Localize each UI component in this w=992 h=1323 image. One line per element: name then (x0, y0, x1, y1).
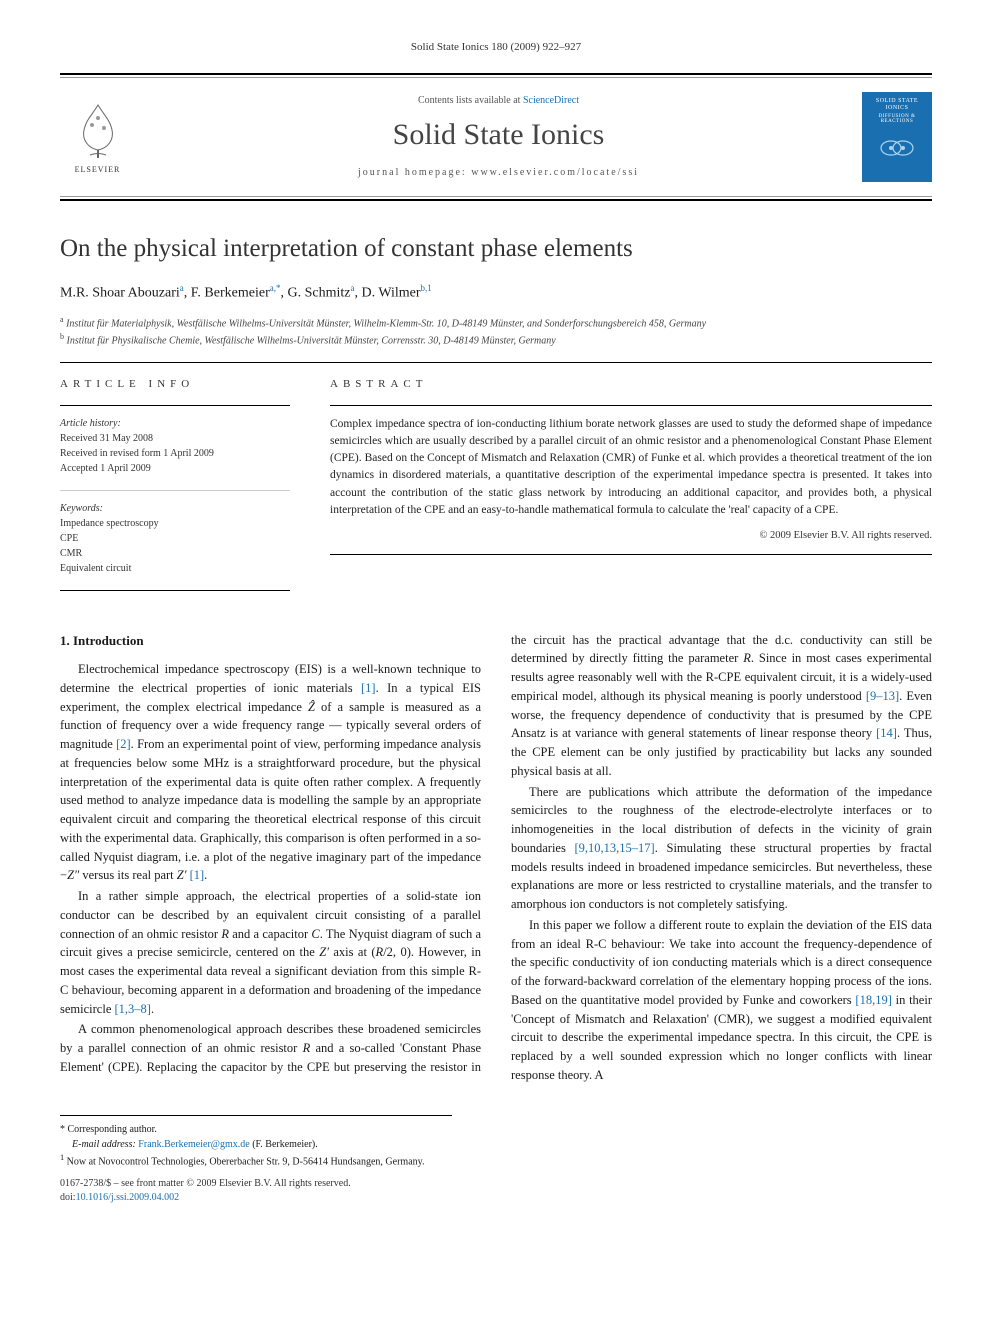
body-paragraph: In this paper we follow a different rout… (511, 916, 932, 1085)
abstract-column: ABSTRACT Complex impedance spectra of io… (330, 377, 932, 589)
cover-graphic-icon (877, 133, 917, 163)
article-info-label: ARTICLE INFO (60, 377, 290, 392)
history-line: Received in revised form 1 April 2009 (60, 446, 290, 461)
author-name: G. Schmitz (287, 286, 350, 301)
affiliations: a Institut für Materialphysik, Westfälis… (60, 314, 932, 349)
keyword: CPE (60, 531, 290, 546)
affil-text: Institut für Physikalische Chemie, Westf… (67, 335, 556, 346)
affil-link[interactable]: a (180, 283, 184, 293)
keyword: Equivalent circuit (60, 561, 290, 576)
divider (60, 490, 290, 491)
citation-link[interactable]: [1] (361, 681, 376, 695)
body-paragraph: In a rather simple approach, the electri… (60, 887, 481, 1018)
abstract-copyright: © 2009 Elsevier B.V. All rights reserved… (330, 529, 932, 544)
contents-prefix: Contents lists available at (418, 95, 523, 106)
doi-block: 0167-2738/$ – see front matter © 2009 El… (60, 1177, 932, 1205)
citation-link[interactable]: [9–13] (866, 689, 899, 703)
email-attribution: (F. Berkemeier). (252, 1139, 318, 1150)
cover-subtitle: DIFFUSION & REACTIONS (868, 114, 926, 125)
issn-line: 0167-2738/$ – see front matter © 2009 El… (60, 1177, 932, 1191)
article-history: Article history: Received 31 May 2008 Re… (60, 416, 290, 476)
affil-link[interactable]: a (350, 283, 354, 293)
corresponding-marker: * (60, 1124, 65, 1135)
author-name: D. Wilmer (361, 286, 420, 301)
affil-marker: b (60, 332, 64, 341)
citation-link[interactable]: [1] (190, 868, 205, 882)
section-heading: 1. Introduction (60, 631, 481, 651)
keyword: CMR (60, 546, 290, 561)
cover-title: SOLID STATE IONICS (868, 98, 926, 111)
keywords: Keywords: Impedance spectroscopy CPE CMR… (60, 501, 290, 576)
elsevier-tree-icon (72, 100, 124, 160)
body-text: 1. Introduction Electrochemical impedanc… (60, 631, 932, 1085)
email-label: E-mail address: (72, 1139, 136, 1150)
article-info-column: ARTICLE INFO Article history: Received 3… (60, 377, 290, 589)
history-line: Received 31 May 2008 (60, 431, 290, 446)
keywords-header: Keywords: (60, 501, 290, 516)
citation-link[interactable]: [18,19] (855, 993, 891, 1007)
divider (60, 590, 290, 591)
contents-available: Contents lists available at ScienceDirec… (135, 94, 862, 108)
body-paragraph: There are publications which attribute t… (511, 783, 932, 914)
email-link[interactable]: Frank.Berkemeier@gmx.de (138, 1139, 249, 1150)
affil-link[interactable]: a,* (270, 283, 281, 293)
homepage-prefix: journal homepage: (358, 167, 471, 178)
footnote-text: Now at Novocontrol Technologies, Obererb… (67, 1156, 425, 1167)
footnote-marker: 1 (60, 1153, 64, 1162)
citation-link[interactable]: [14] (876, 726, 897, 740)
author-name: F. Berkemeier (191, 286, 270, 301)
journal-homepage: journal homepage: www.elsevier.com/locat… (135, 166, 862, 180)
author-name: M.R. Shoar Abouzari (60, 286, 180, 301)
abstract-text: Complex impedance spectra of ion-conduct… (330, 416, 932, 520)
affil-link[interactable]: b,1 (421, 283, 432, 293)
publisher-logo: ELSEVIER (60, 95, 135, 180)
doi-link[interactable]: 10.1016/j.ssi.2009.04.002 (76, 1192, 180, 1203)
citation-link[interactable]: [1,3–8] (115, 1002, 151, 1016)
affil-marker: a (60, 315, 64, 324)
divider (330, 554, 932, 555)
masthead: ELSEVIER Contents lists available at Sci… (60, 73, 932, 201)
citation-link[interactable]: [9,10,13,15–17] (575, 841, 655, 855)
section-title: Introduction (73, 633, 144, 648)
publisher-label: ELSEVIER (75, 164, 121, 175)
history-line: Accepted 1 April 2009 (60, 461, 290, 476)
doi-label: doi: (60, 1192, 76, 1203)
section-number: 1. (60, 633, 70, 648)
journal-name: Solid State Ionics (135, 114, 862, 156)
journal-cover-thumbnail: SOLID STATE IONICS DIFFUSION & REACTIONS (862, 92, 932, 182)
article-title: On the physical interpretation of consta… (60, 231, 932, 266)
homepage-url: www.elsevier.com/locate/ssi (471, 167, 639, 178)
abstract-label: ABSTRACT (330, 377, 932, 392)
corresponding-text: Corresponding author. (68, 1124, 157, 1135)
keyword: Impedance spectroscopy (60, 516, 290, 531)
sciencedirect-link[interactable]: ScienceDirect (523, 95, 579, 106)
citation-link[interactable]: [2] (116, 737, 131, 751)
running-header: Solid State Ionics 180 (2009) 922–927 (60, 40, 932, 55)
author-list: M.R. Shoar Abouzaria, F. Berkemeiera,*, … (60, 282, 932, 303)
divider (60, 362, 932, 363)
footnotes: * Corresponding author. E-mail address: … (60, 1115, 452, 1169)
divider (60, 405, 290, 406)
body-paragraph: Electrochemical impedance spectroscopy (… (60, 660, 481, 885)
affil-text: Institut für Materialphysik, Westfälisch… (66, 318, 706, 329)
divider (330, 405, 932, 406)
history-header: Article history: (60, 416, 290, 431)
